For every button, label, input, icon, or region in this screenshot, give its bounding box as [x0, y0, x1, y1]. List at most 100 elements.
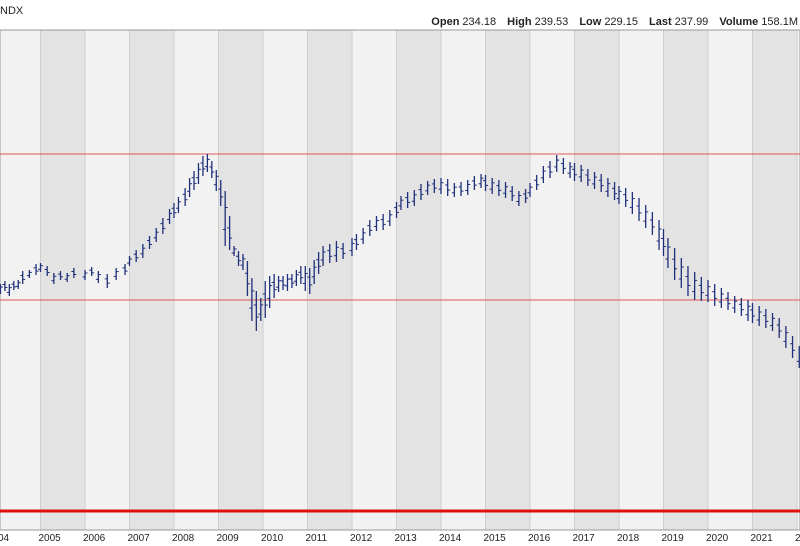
- ohlc-bar: [222, 191, 228, 246]
- ohlc-bar: [503, 182, 509, 198]
- year-bands: [0, 29, 800, 531]
- ohlc-bar: [0, 284, 3, 294]
- ohlc-bar: [33, 264, 39, 275]
- year-band: [663, 30, 708, 530]
- ohlc-bar: [554, 155, 560, 172]
- ohlc-bar: [405, 192, 411, 208]
- ohlc-bar: [231, 246, 237, 256]
- x-tick-label: 2015: [484, 533, 507, 544]
- ohlc-bar: [712, 284, 718, 306]
- x-tick-label: 2010: [261, 533, 284, 544]
- ohlc-bar: [153, 228, 159, 242]
- ohlc-bar: [6, 284, 12, 296]
- ohlc-bar: [394, 202, 399, 218]
- ohlc-bar: [438, 178, 444, 194]
- ohlc-bar: [425, 181, 431, 195]
- ohlc-bar: [15, 280, 21, 289]
- year-band: [752, 30, 797, 530]
- year-band: [218, 30, 263, 530]
- symbol-label: NDX: [0, 5, 24, 17]
- ohlc-bar: [445, 179, 451, 196]
- ohlc-bar: [770, 313, 776, 331]
- x-tick-label: 2020: [706, 533, 729, 544]
- ohlc-bar: [560, 158, 566, 174]
- plot-border: [0, 29, 800, 531]
- ohlc-bar: [95, 271, 101, 283]
- ohlc-bar: [44, 266, 50, 276]
- x-tick-label: 2017: [573, 533, 596, 544]
- reference-lines: [0, 153, 800, 513]
- year-band: [307, 30, 352, 530]
- ohlc-bar: [592, 172, 598, 189]
- ohlc-bar: [240, 254, 246, 270]
- open-value: 234.18: [462, 16, 497, 28]
- ohlc-bar: [311, 260, 317, 284]
- ohlc-bar: [200, 156, 206, 176]
- ohlc-bar: [26, 270, 32, 278]
- ohlc-bar: [360, 228, 366, 244]
- ohlc-bar: [578, 165, 584, 182]
- ohlc-bar: [147, 236, 153, 249]
- ohlc-bar: [51, 273, 57, 284]
- ohlc-bar: [175, 197, 181, 213]
- ohlc-bar: [244, 261, 250, 296]
- ohlc-bar: [2, 281, 8, 291]
- x-tick-label: 2011: [306, 533, 328, 544]
- x-tick-label: 04: [0, 533, 10, 544]
- ohlc-bar: [471, 176, 477, 190]
- ohlc-bar: [289, 274, 295, 288]
- year-band: [485, 30, 530, 530]
- ohlc-bar: [187, 178, 193, 197]
- ohlc-bar: [262, 281, 268, 318]
- ohlc-bar: [316, 252, 322, 274]
- ohlc-bar: [790, 336, 796, 358]
- ohlc-bar: [258, 298, 264, 321]
- ohlc-bar: [776, 318, 782, 338]
- ohlc-bar: [745, 300, 751, 321]
- ohlc-bar: [349, 238, 355, 256]
- ohlc-bar: [540, 166, 546, 183]
- ohlc-bar: [418, 184, 424, 200]
- quote-summary: Open 234.18 High 239.53 Low 229.15 Last 237.…: [423, 16, 798, 28]
- ohlc-bar: [89, 267, 95, 276]
- x-tick-label: 2007: [128, 533, 151, 544]
- ohlc-bar: [293, 270, 299, 286]
- low-value: 229.15: [604, 16, 638, 28]
- ohlc-bar: [271, 274, 277, 298]
- ohlc-bar: [431, 179, 437, 193]
- year-band: [0, 30, 41, 530]
- ohlc-bar: [649, 212, 655, 235]
- ohlc-bar: [672, 248, 678, 280]
- ohlc-bar: [58, 271, 64, 280]
- x-tick-label: 2009: [217, 533, 240, 544]
- ohlc-bar: [756, 306, 762, 326]
- ohlc-bar: [623, 188, 629, 207]
- ohlc-bar: [643, 205, 649, 228]
- ohlc-bar: [11, 281, 17, 290]
- ohlc-bar: [572, 163, 577, 181]
- ohlc-bar: [585, 169, 591, 186]
- ohlc-bar: [656, 220, 662, 250]
- ohlc-bar: [167, 209, 173, 224]
- ohlc-bar: [547, 161, 553, 178]
- ohlc-bar: [353, 234, 359, 250]
- ohlc-bar: [333, 241, 339, 262]
- year-band: [174, 30, 219, 530]
- ohlc-bar: [732, 296, 738, 313]
- x-tick-label: 2018: [617, 533, 640, 544]
- ohlc-bar: [218, 180, 224, 206]
- ohlc-bar: [509, 186, 515, 201]
- ohlc-bar: [127, 256, 132, 266]
- ohlc-bar: [783, 326, 789, 348]
- ohlc-bar: [380, 214, 386, 230]
- ohlc-bar: [612, 182, 618, 200]
- ohlc-bar: [398, 196, 404, 210]
- ohlc-bar: [307, 268, 313, 294]
- ohlc-bar: [692, 272, 698, 300]
- ohlc-bar: [629, 192, 635, 214]
- ohlc-bar: [204, 154, 210, 172]
- ohlc-bar: [685, 266, 691, 296]
- ohlc-bar: [605, 178, 611, 197]
- year-band: [352, 30, 397, 530]
- ohlc-bar: [496, 180, 502, 196]
